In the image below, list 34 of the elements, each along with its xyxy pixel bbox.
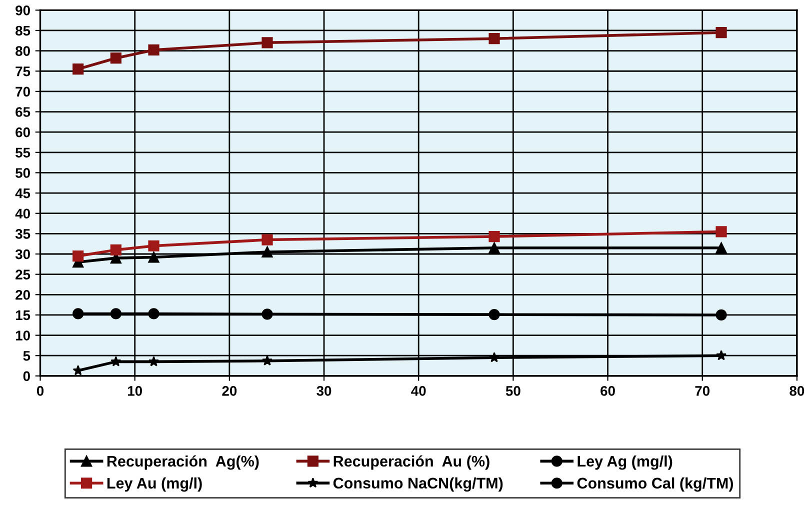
- x-tick-label: 70: [695, 386, 710, 396]
- y-tick-label: 0: [23, 371, 30, 382]
- x-tick-label: 0: [36, 386, 44, 396]
- y-tick-label: 25: [16, 270, 30, 280]
- x-tick-label: 60: [600, 386, 615, 396]
- y-tick-label: 30: [15, 249, 30, 260]
- legend-label: Recuperación Au (%): [334, 455, 490, 470]
- y-tick-label: 15: [16, 310, 30, 320]
- x-tick-label: 80: [790, 386, 804, 396]
- y-tick-label: 55: [16, 148, 30, 158]
- legend-label: Recuperación Ag(%): [107, 455, 259, 470]
- legend-label: Consumo Cal (kg/TM): [577, 477, 733, 492]
- y-tick-label: 50: [16, 168, 30, 178]
- y-tick-label: 75: [16, 66, 30, 76]
- x-tick-label: 20: [222, 386, 237, 396]
- legend-label: Ley Ag (mg/l): [578, 455, 672, 470]
- legend-label: Ley Au (mg/l): [107, 477, 202, 492]
- x-tick-label: 40: [411, 386, 426, 396]
- y-tick-label: 65: [16, 107, 30, 117]
- x-tick-label: 10: [128, 386, 142, 396]
- x-tick-label: 30: [316, 386, 332, 396]
- y-tick-label: 70: [16, 86, 30, 97]
- y-tick-label: 60: [16, 127, 30, 138]
- y-tick-label: 35: [15, 229, 30, 239]
- y-tick-label: 85: [16, 26, 30, 36]
- y-tick-label: 5: [23, 351, 30, 361]
- y-tick-label: 80: [16, 46, 30, 56]
- y-tick-label: 20: [16, 290, 30, 300]
- x-tick-label: 50: [506, 386, 520, 396]
- y-tick-label: 45: [15, 188, 30, 198]
- legend-label: Consumo NaCN(kg/TM): [333, 477, 503, 492]
- y-tick-label: 90: [16, 5, 30, 16]
- y-tick-label: 40: [15, 208, 30, 219]
- y-tick-label: 10: [16, 330, 30, 340]
